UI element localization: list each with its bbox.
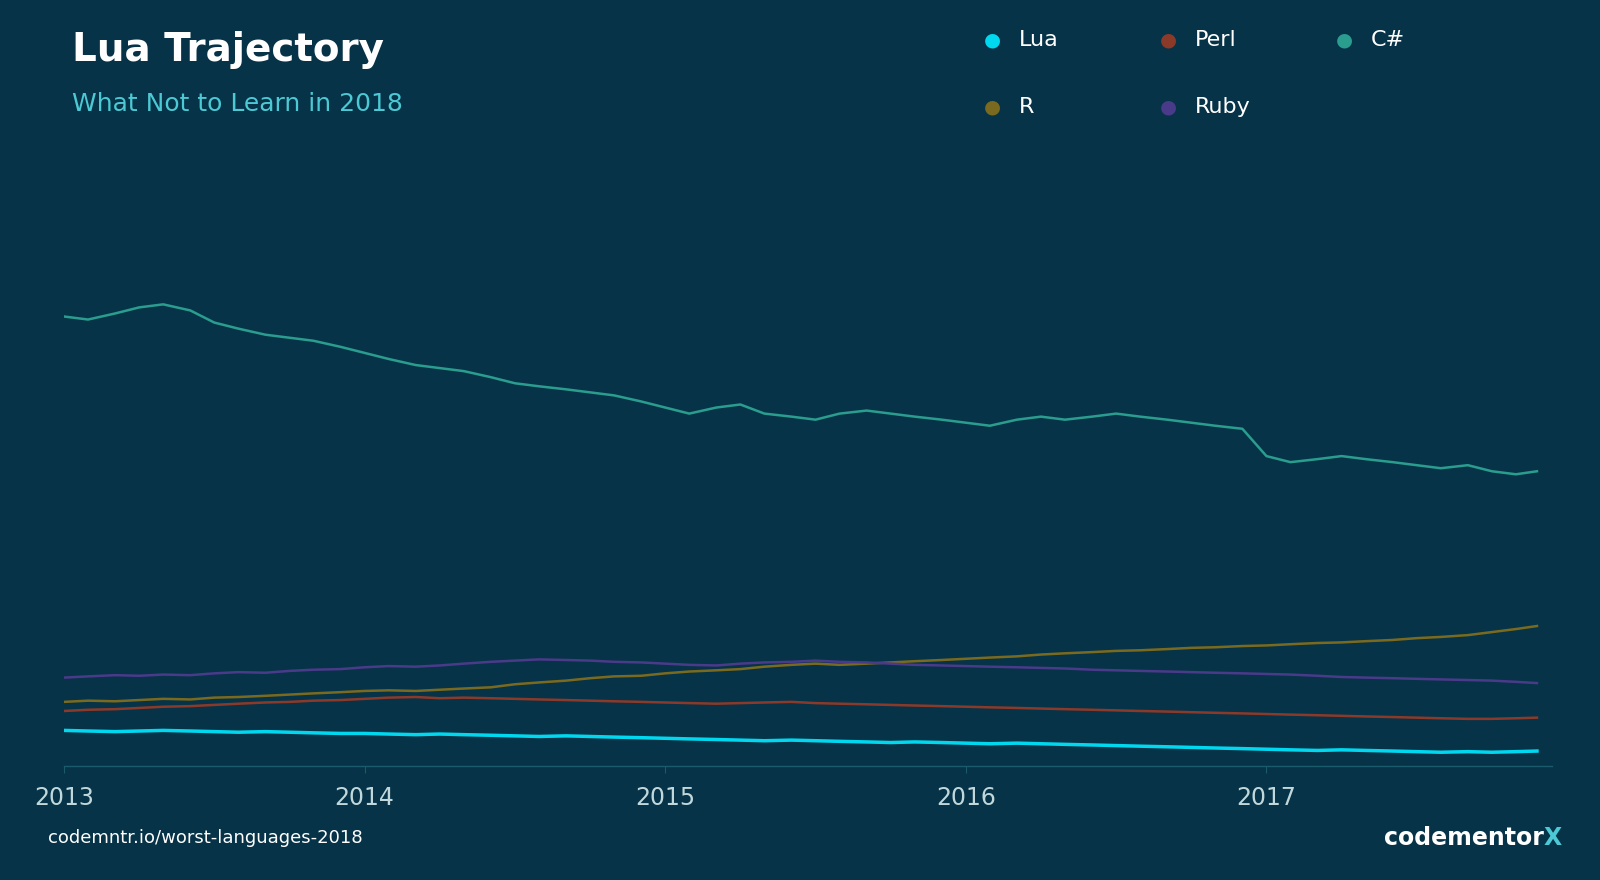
Text: Lua: Lua: [1019, 30, 1059, 49]
Text: Ruby: Ruby: [1195, 98, 1251, 117]
Text: codementor: codementor: [1384, 826, 1544, 850]
Text: C#: C#: [1371, 30, 1405, 49]
Text: What Not to Learn in 2018: What Not to Learn in 2018: [72, 92, 403, 116]
Text: codemntr.io/worst-languages-2018: codemntr.io/worst-languages-2018: [48, 829, 363, 847]
Text: ●: ●: [984, 98, 1002, 117]
Text: ●: ●: [1160, 98, 1178, 117]
Text: ●: ●: [1160, 30, 1178, 49]
Text: ●: ●: [1336, 30, 1354, 49]
Text: ●: ●: [984, 30, 1002, 49]
Text: X: X: [1544, 826, 1562, 850]
Text: R: R: [1019, 98, 1035, 117]
Text: Perl: Perl: [1195, 30, 1237, 49]
Text: Lua Trajectory: Lua Trajectory: [72, 31, 384, 69]
